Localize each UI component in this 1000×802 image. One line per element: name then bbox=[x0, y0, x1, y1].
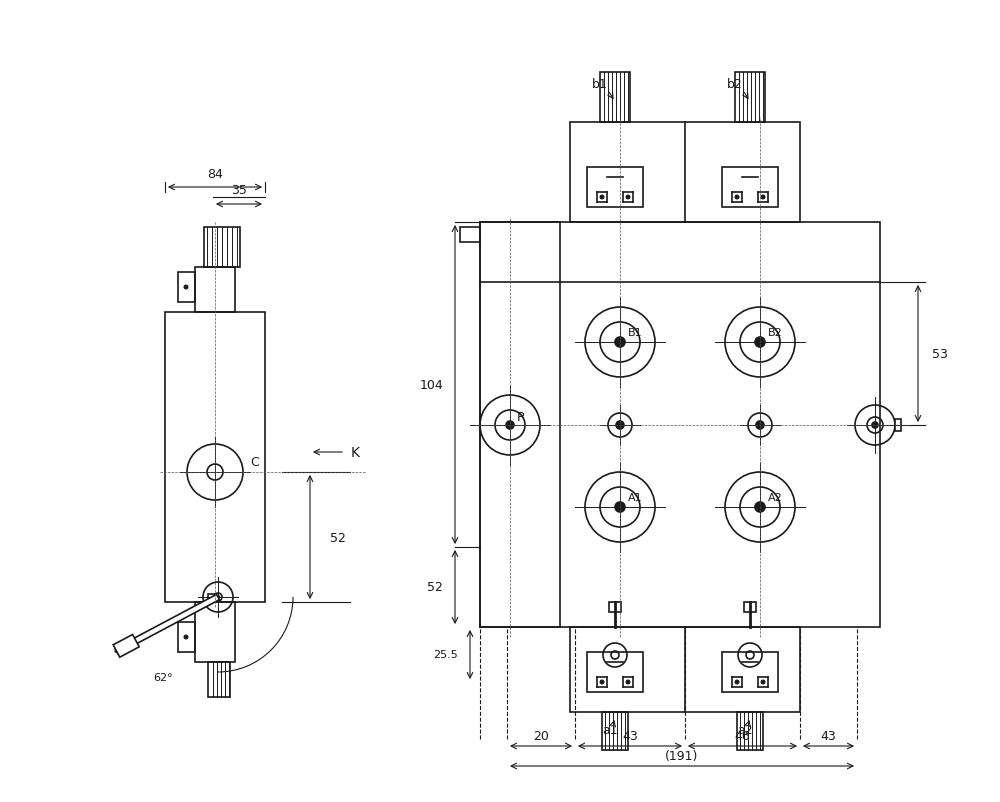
Text: P: P bbox=[516, 411, 524, 424]
Bar bbox=[744, 602, 756, 612]
Bar bbox=[480, 223, 880, 627]
Circle shape bbox=[615, 502, 625, 512]
Circle shape bbox=[761, 680, 765, 684]
Text: A2: A2 bbox=[768, 492, 782, 502]
Bar bbox=[570, 123, 800, 223]
Circle shape bbox=[755, 338, 765, 347]
Bar bbox=[208, 594, 216, 600]
FancyArrow shape bbox=[115, 594, 219, 654]
Text: K: K bbox=[351, 445, 360, 460]
Circle shape bbox=[600, 680, 604, 684]
Circle shape bbox=[755, 502, 765, 512]
Bar bbox=[735, 73, 765, 123]
Bar bbox=[737, 712, 763, 750]
Text: 52: 52 bbox=[330, 531, 346, 544]
Bar bbox=[602, 712, 628, 750]
Text: (191): (191) bbox=[665, 750, 699, 763]
Text: 104: 104 bbox=[419, 379, 443, 391]
Circle shape bbox=[735, 680, 739, 684]
Bar bbox=[165, 313, 265, 602]
Text: 52: 52 bbox=[427, 581, 443, 593]
Circle shape bbox=[756, 422, 764, 429]
Text: 62°: 62° bbox=[153, 672, 173, 683]
Text: 35: 35 bbox=[231, 184, 247, 197]
Text: A1: A1 bbox=[628, 492, 642, 502]
Bar bbox=[178, 622, 195, 652]
Bar bbox=[587, 652, 643, 692]
Text: b2: b2 bbox=[727, 79, 743, 91]
Bar bbox=[609, 602, 621, 612]
Circle shape bbox=[506, 422, 514, 429]
Text: C: C bbox=[251, 456, 259, 469]
Text: 84: 84 bbox=[207, 168, 223, 181]
Text: 20: 20 bbox=[533, 730, 549, 743]
Circle shape bbox=[872, 423, 878, 428]
Text: B2: B2 bbox=[768, 327, 782, 338]
Text: 46: 46 bbox=[735, 730, 750, 743]
Bar bbox=[204, 228, 240, 268]
Text: 43: 43 bbox=[622, 730, 638, 743]
Bar bbox=[195, 602, 235, 662]
Circle shape bbox=[626, 196, 630, 200]
Text: a1: a1 bbox=[602, 723, 618, 736]
Bar bbox=[570, 627, 800, 712]
Text: b1: b1 bbox=[592, 79, 608, 91]
Bar bbox=[113, 634, 139, 658]
Circle shape bbox=[626, 680, 630, 684]
Text: 43: 43 bbox=[821, 730, 836, 743]
Text: a2: a2 bbox=[737, 723, 753, 736]
Bar bbox=[195, 268, 235, 313]
Text: B1: B1 bbox=[628, 327, 642, 338]
Circle shape bbox=[184, 286, 188, 290]
Text: 53: 53 bbox=[932, 347, 948, 361]
Bar bbox=[208, 662, 230, 697]
Circle shape bbox=[615, 338, 625, 347]
Bar bbox=[895, 419, 901, 431]
Circle shape bbox=[735, 196, 739, 200]
Circle shape bbox=[616, 422, 624, 429]
Bar bbox=[480, 223, 560, 627]
Bar bbox=[460, 228, 480, 243]
Circle shape bbox=[600, 196, 604, 200]
Bar bbox=[722, 168, 778, 208]
Bar bbox=[178, 273, 195, 302]
Text: 25.5: 25.5 bbox=[433, 649, 458, 659]
Circle shape bbox=[184, 635, 188, 639]
Circle shape bbox=[761, 196, 765, 200]
Bar bbox=[722, 652, 778, 692]
Bar bbox=[587, 168, 643, 208]
Bar bbox=[600, 73, 630, 123]
